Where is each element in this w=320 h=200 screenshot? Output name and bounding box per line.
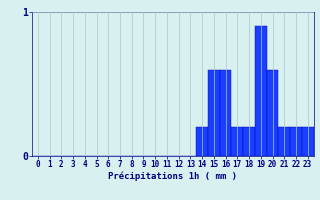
Bar <box>290 127 302 156</box>
Bar <box>220 70 231 156</box>
Bar <box>196 127 208 156</box>
Bar <box>243 127 255 156</box>
Bar <box>255 26 267 156</box>
X-axis label: Précipitations 1h ( mm ): Précipitations 1h ( mm ) <box>108 172 237 181</box>
Bar <box>208 70 220 156</box>
Bar <box>231 127 243 156</box>
Bar <box>278 127 290 156</box>
Bar <box>302 127 314 156</box>
Bar <box>267 70 278 156</box>
